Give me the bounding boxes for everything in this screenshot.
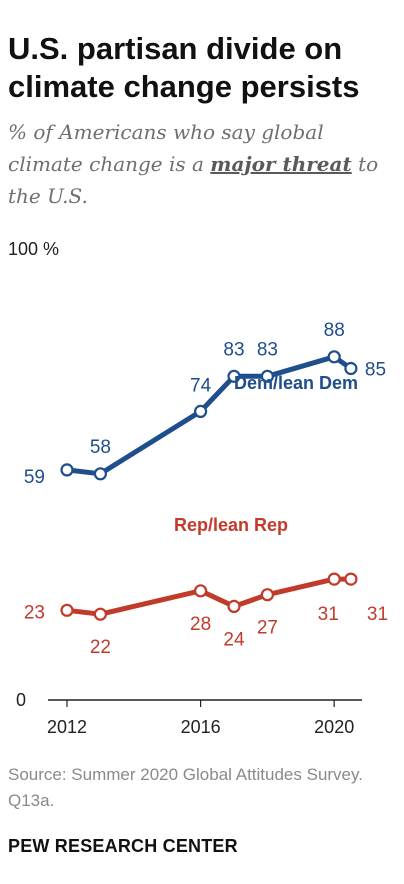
- x-tick-label: 2016: [181, 717, 221, 737]
- data-point-dem-lean-dem: [260, 369, 274, 383]
- y-tick-label: 0: [16, 690, 26, 710]
- series-line-rep-lean-rep: [64, 576, 354, 617]
- data-label-rep-lean-rep: 31: [318, 604, 339, 625]
- line-chart: 100 % 0 2012 2016 2020 59 58 74 83 83 88 85 Dem/lean…: [8, 239, 388, 737]
- data-label-dem-lean-dem: 83: [257, 339, 278, 360]
- data-point-rep-lean-rep: [327, 572, 341, 586]
- data-label-rep-lean-rep: 28: [190, 614, 211, 635]
- series-label-dem-lean-dem: Dem/lean Dem: [234, 373, 358, 393]
- data-label-dem-lean-dem: 83: [223, 339, 244, 360]
- data-label-rep-lean-rep: 31: [367, 604, 388, 625]
- data-label-dem-lean-dem: 59: [24, 467, 45, 488]
- data-point-rep-lean-rep: [227, 599, 241, 613]
- source-note: Source: Summer 2020 Global Attitudes Sur…: [8, 765, 363, 810]
- subtitle-text-end: to the U.S.: [8, 152, 379, 208]
- chart-subtitle: % of Americans who say global climate ch…: [8, 116, 400, 212]
- data-label-rep-lean-rep: 22: [90, 637, 111, 658]
- data-point-rep-lean-rep: [194, 584, 208, 598]
- x-tick-label: 2020: [314, 717, 354, 737]
- subtitle-emphasis: major threat: [210, 152, 352, 176]
- data-point-dem-lean-dem: [327, 350, 341, 364]
- data-point-rep-lean-rep: [60, 603, 74, 617]
- chart-title: U.S. partisan divide on climate change p…: [8, 31, 360, 104]
- data-point-rep-lean-rep: [93, 607, 108, 621]
- data-point-rep-lean-rep: [344, 572, 358, 586]
- data-point-dem-lean-dem: [60, 463, 74, 477]
- data-label-rep-lean-rep: 23: [24, 602, 45, 623]
- data-point-dem-lean-dem: [344, 361, 358, 376]
- data-point-dem-lean-dem: [194, 404, 208, 418]
- y-tick-label: 100 %: [8, 239, 59, 259]
- series-label-rep-lean-rep: Rep/lean Rep: [174, 515, 288, 535]
- data-point-rep-lean-rep: [260, 588, 274, 602]
- data-point-dem-lean-dem: [227, 369, 241, 383]
- data-point-dem-lean-dem: [93, 467, 108, 481]
- data-label-dem-lean-dem: 88: [324, 320, 345, 341]
- data-label-dem-lean-dem: 58: [90, 437, 111, 458]
- x-tick-label: 2012: [47, 717, 87, 737]
- data-label-dem-lean-dem: 74: [190, 375, 212, 396]
- data-label-rep-lean-rep: 24: [223, 629, 245, 650]
- brand-logo-text: PEW RESEARCH CENTER: [8, 836, 238, 856]
- data-label-dem-lean-dem: 85: [365, 360, 386, 381]
- data-label-rep-lean-rep: 27: [257, 618, 278, 639]
- subtitle-text-start: % of Americans who say global climate ch…: [8, 120, 324, 176]
